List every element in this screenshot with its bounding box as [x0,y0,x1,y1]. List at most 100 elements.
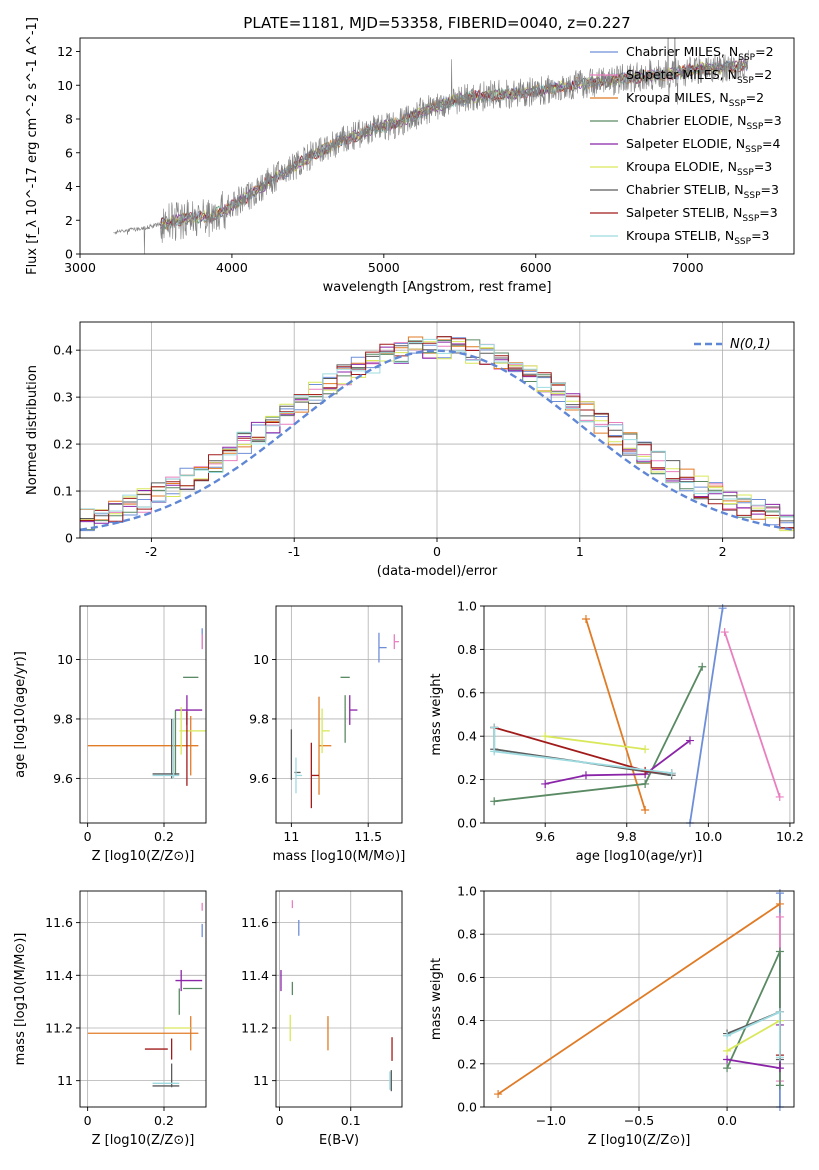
x-tick-label: −1.0 [536,1113,566,1128]
series-line [726,951,781,1086]
point-marker [541,732,550,741]
chart-mass-vs-Z: 0 0.2 11 11.2 11.4 11.6 Z [log10(Z/Z⊙)] mass [l… [13,890,207,1148]
legend: Chabrier MILES, NSSP=2 Salpeter MILES, NS… [590,44,782,247]
x-tick-label: 4000 [216,260,248,275]
series-line [689,608,724,824]
point-marker [490,723,499,732]
y-tick-label: 11.2 [45,1020,73,1035]
y-tick-label: 9.6 [249,771,269,786]
x-tick-label: 0 [84,829,92,844]
point-marker [490,797,499,806]
point-marker [698,662,707,671]
point-marker [494,1090,503,1099]
x-tick-label: 10.2 [776,829,804,844]
series-line [723,631,781,798]
y-tick-label: 11 [57,1073,73,1088]
x-tick-label: 0.2 [154,1113,174,1128]
legend-label: Chabrier STELIB, NSSP=3 [626,182,779,201]
axes-frame [79,37,795,255]
chart-age-vs-mass: 11 11.5 9.6 9.8 10 mass [log10(M/M⊙)] [249,605,406,864]
y-tick-label: 1.0 [457,884,477,899]
point-marker [775,899,784,908]
y-tick-label: 0 [65,247,73,262]
y-axis-label: mass weight [429,958,444,1040]
y-tick-label: 11.2 [241,1020,269,1035]
point-marker [775,889,784,898]
axes-frame [275,890,403,1108]
y-tick-label: 0.0 [457,816,477,831]
legend-label: Chabrier ELODIE, NSSP=3 [626,113,782,132]
point-marker [723,1055,732,1064]
y-tick-label: 0.3 [53,390,73,405]
y-tick-label: 0.2 [457,772,477,787]
series-line [545,739,691,785]
series-line [494,666,704,803]
point-marker [581,771,590,780]
y-tick-label: 11.4 [241,968,269,983]
y-tick-label: 9.8 [53,711,73,726]
y-axis-label: age [log10(age/yr)] [13,651,28,778]
y-tick-label: 1.0 [457,599,477,614]
x-tick-label: 6000 [520,260,552,275]
x-axis-label: mass [log10(M/M⊙)] [273,849,406,864]
point-marker [775,792,784,801]
y-tick-label: 4 [65,179,73,194]
y-tick-label: 0 [65,531,73,546]
y-tick-label: 0.4 [457,729,477,744]
x-tick-label: 0.2 [154,829,174,844]
point-marker [775,1064,784,1073]
series-line [497,903,781,1095]
x-axis-label: wavelength [Angstrom, rest frame] [323,280,552,295]
y-axis-label: Flux [f_λ 10^-17 erg cm^-2 s^-1 A^-1] [25,17,40,275]
chart-age-vs-Z: 0 0.2 9.6 9.8 10 Z [log10(Z/Z⊙)] age [log10(ag… [13,605,207,864]
legend: N(0,1) [694,337,771,352]
x-tick-label: 9.8 [617,829,637,844]
legend-label: Salpeter STELIB, NSSP=3 [626,205,778,224]
series-line [726,1019,781,1052]
plot-area [79,336,795,532]
legend-label: Kroupa MILES, NSSP=2 [626,90,764,109]
x-tick-label: 9.6 [535,829,555,844]
point-marker [775,1053,784,1062]
y-axis-label: Normed distribution [25,365,40,495]
plot-area [490,604,784,827]
plot-area [87,628,206,786]
point-marker [718,604,727,613]
x-tick-label: -1 [288,544,300,559]
y-tick-label: 0.6 [457,685,477,700]
x-tick-label: 2 [719,544,727,559]
y-tick-label: 0.1 [53,484,73,499]
y-tick-label: 9.8 [249,711,269,726]
y-axis-label: mass weight [429,673,444,755]
y-tick-label: 0.6 [457,970,477,985]
axes-frame [79,321,795,539]
point-marker [490,747,499,756]
point-marker [775,1007,784,1016]
y-tick-label: 6 [65,145,73,160]
figure-title: PLATE=1181, MJD=53358, FIBERID=0040, z=0… [243,14,630,32]
chart-spectrum: 3000 4000 5000 6000 7000 0 2 4 6 8 10 12 wavelength … [25,17,795,295]
y-tick-label: 11.4 [45,968,73,983]
y-tick-label: 12 [57,44,73,59]
x-tick-label: 0.1 [341,1113,361,1128]
x-axis-label: age [log10(age/yr)] [576,849,703,864]
point-marker [775,1081,784,1090]
y-tick-label: 10 [57,652,73,667]
point-marker [723,1046,732,1055]
hist-salpeter-stelib [80,336,794,529]
axes-frame [483,890,795,1108]
axes-frame [79,605,207,824]
legend-label: Kroupa ELODIE, NSSP=3 [626,159,772,178]
x-tick-label: 1 [576,544,584,559]
chart-weight-vs-Z: −1.0 −0.5 0.0 0.0 0.2 0.4 0.6 0.8 1.0 Z [log10(Z/… [429,884,795,1148]
y-tick-label: 11.6 [45,915,73,930]
y-tick-label: 0.4 [457,1013,477,1028]
chart-weight-vs-age: 9.6 9.8 10.0 10.2 0.0 0.2 0.4 0.6 0.8 1.0 age [log… [429,599,804,865]
x-tick-label: -2 [145,544,157,559]
observed-spectrum [113,38,749,254]
point-marker [641,779,650,788]
series-line [585,618,646,811]
point-marker [541,779,550,788]
y-tick-label: 9.6 [53,771,73,786]
x-tick-label: 11 [283,829,299,844]
